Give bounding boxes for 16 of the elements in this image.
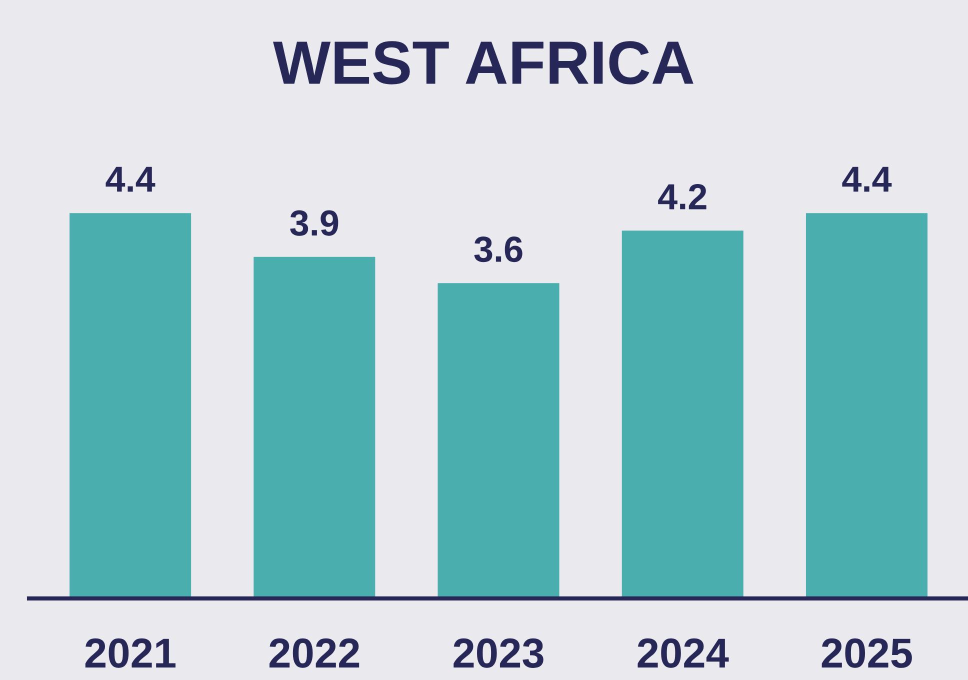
data-label: 4.4 (842, 166, 892, 192)
bar (806, 213, 928, 598)
bar (622, 230, 744, 598)
data-label: 3.9 (290, 210, 338, 236)
bar (70, 213, 192, 598)
data-label: 4.4 (106, 166, 156, 192)
x-tick-label: 2025 (822, 638, 912, 668)
chart-title: WEST AFRICA (273, 41, 694, 84)
bar (438, 283, 560, 598)
x-tick-label: 2021 (85, 638, 176, 668)
x-tick-label: 2023 (454, 638, 544, 668)
bar (254, 256, 376, 598)
data-label: 3.6 (474, 236, 522, 262)
x-tick-label: 2022 (270, 638, 360, 668)
x-tick-label: 2024 (638, 638, 729, 668)
data-label: 4.2 (658, 184, 706, 210)
